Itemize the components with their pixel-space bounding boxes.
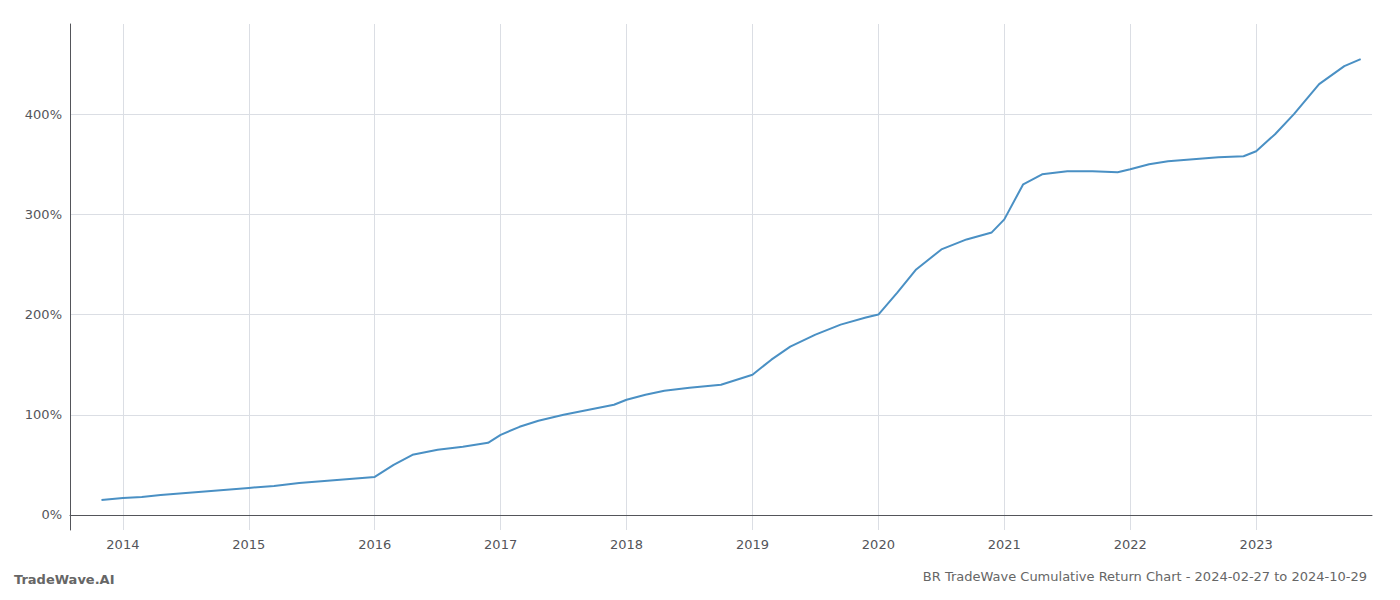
- svg-text:2021: 2021: [988, 537, 1021, 552]
- svg-text:2014: 2014: [106, 537, 139, 552]
- svg-text:300%: 300%: [25, 207, 62, 222]
- svg-text:BR TradeWave Cumulative Return: BR TradeWave Cumulative Return Chart - 2…: [923, 569, 1367, 584]
- svg-text:0%: 0%: [41, 507, 62, 522]
- svg-text:2020: 2020: [862, 537, 895, 552]
- svg-text:400%: 400%: [25, 107, 62, 122]
- svg-text:TradeWave.AI: TradeWave.AI: [14, 572, 115, 587]
- svg-text:2016: 2016: [358, 537, 391, 552]
- svg-text:200%: 200%: [25, 307, 62, 322]
- svg-text:2018: 2018: [610, 537, 643, 552]
- svg-text:2022: 2022: [1114, 537, 1147, 552]
- svg-text:2017: 2017: [484, 537, 517, 552]
- svg-text:2019: 2019: [736, 537, 769, 552]
- svg-text:2023: 2023: [1240, 537, 1273, 552]
- svg-text:100%: 100%: [25, 407, 62, 422]
- svg-text:2015: 2015: [232, 537, 265, 552]
